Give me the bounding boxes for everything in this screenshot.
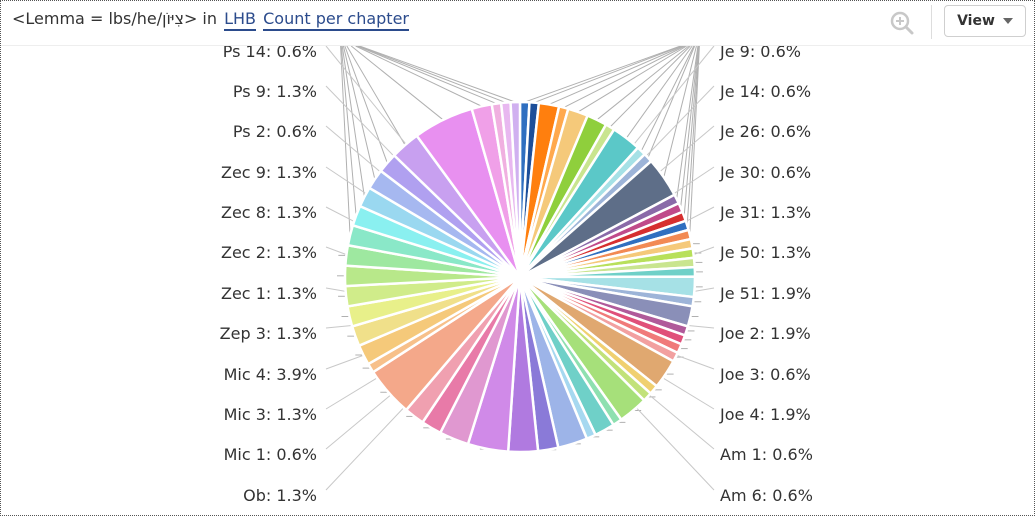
slice-connector (676, 45, 699, 200)
query-prefix: <Lemma = lbs/he/צִיּוֹן> in (12, 9, 218, 28)
slice-connector (340, 45, 357, 216)
pie-slices (343, 100, 697, 454)
label-leader-line (325, 45, 407, 145)
slice-label: Je 51: 1.9% (719, 284, 811, 303)
label-leader-line (325, 407, 405, 491)
slice-connector (355, 45, 482, 107)
slice-label: Je 30: 0.6% (719, 163, 811, 182)
slice-connector (350, 45, 444, 121)
header-divider (931, 5, 932, 39)
label-leader-line (325, 85, 395, 157)
slice-connector (663, 45, 697, 178)
label-leader-line (648, 394, 715, 450)
slice-connector (342, 45, 376, 180)
slice-connector (647, 45, 696, 158)
pie-slice[interactable] (509, 100, 522, 278)
slice-connector (346, 45, 406, 146)
slice-labels: Ps 14: 0.6% Ps 9: 1.3% Ps 2: 0.6% Zec 9: 1.… (220, 42, 813, 505)
label-leader-line (325, 246, 347, 256)
source-link[interactable]: LHB (224, 9, 257, 31)
slice-label: Je 26: 0.6% (719, 122, 811, 141)
slice-connector (358, 45, 506, 104)
slice-connector (683, 45, 700, 217)
slice-connector (609, 45, 691, 128)
slice-label: Am 6: 0.6% (720, 486, 813, 505)
slice-label: Ob: 1.3% (243, 486, 317, 505)
query-description: <Lemma = lbs/he/צִיּוֹן> in LHB Count pe… (12, 9, 409, 31)
label-leader-line (688, 325, 715, 329)
slice-label: Zec 1: 1.3% (221, 284, 317, 303)
slice-label: Ps 2: 0.6% (233, 122, 317, 141)
slice-connector (689, 45, 700, 235)
label-leader-line (673, 166, 715, 195)
label-leader-line (325, 325, 352, 329)
label-leader-line (325, 287, 346, 292)
slice-label: Zec 8: 1.3% (221, 203, 317, 222)
query-header: <Lemma = lbs/he/צִיּוֹן> in LHB Count pe… (1, 1, 1034, 46)
label-leader-line (645, 85, 715, 157)
slice-label: Joe 3: 0.6% (719, 365, 811, 384)
label-leader-line (693, 246, 715, 256)
slice-connector (686, 45, 700, 226)
slice-label: Mic 3: 1.3% (224, 405, 317, 424)
label-connectors (325, 45, 715, 491)
slice-label: Ps 14: 0.6% (223, 42, 317, 61)
label-leader-line (325, 354, 364, 370)
mode-link[interactable]: Count per chapter (263, 9, 409, 31)
label-leader-line (325, 125, 381, 173)
slice-connector (359, 45, 516, 103)
slice-label: Je 31: 1.3% (719, 203, 811, 222)
label-leader-line (325, 206, 355, 222)
slice-label: Mic 1: 0.6% (224, 445, 317, 464)
slice-label: Je 14: 0.6% (719, 82, 811, 101)
label-leader-line (635, 407, 715, 491)
chevron-down-icon (1002, 18, 1013, 24)
slice-label: Je 9: 0.6% (719, 42, 801, 61)
label-leader-line (659, 125, 715, 173)
slice-label: Je 50: 1.3% (719, 243, 811, 262)
label-leader-line (685, 206, 715, 222)
slice-connector (357, 45, 497, 105)
slice-label: Zep 3: 1.3% (220, 324, 317, 343)
view-button-label: View (957, 13, 995, 29)
slice-connector (340, 45, 351, 236)
slice-connector (640, 45, 695, 152)
zoom-in-icon[interactable] (889, 10, 915, 36)
slice-connector (548, 45, 684, 105)
label-leader-line (325, 394, 392, 450)
label-leader-line (325, 166, 367, 195)
slice-connector (577, 45, 687, 113)
slice-label: Zec 9: 1.3% (221, 163, 317, 182)
view-button[interactable]: View (944, 5, 1026, 37)
slice-connector (596, 45, 690, 121)
slice-connector (625, 45, 693, 139)
slice-label: Ps 9: 1.3% (233, 82, 317, 101)
slice-connector (524, 45, 681, 103)
slice-label: Am 1: 0.6% (720, 445, 813, 464)
slice-label: Zec 2: 1.3% (221, 243, 317, 262)
slice-connector (680, 45, 699, 208)
slice-connector (344, 45, 388, 164)
label-leader-line (325, 377, 378, 410)
slice-connector (563, 45, 686, 108)
label-leader-line (633, 45, 715, 145)
label-leader-line (676, 354, 715, 370)
label-leader-line (662, 377, 715, 410)
label-leader-line (694, 287, 715, 292)
slice-label: Joe 4: 1.9% (719, 405, 811, 424)
slice-label: Mic 4: 3.9% (224, 365, 317, 384)
slice-label: Joe 2: 1.9% (719, 324, 811, 343)
slice-connector (534, 45, 682, 104)
